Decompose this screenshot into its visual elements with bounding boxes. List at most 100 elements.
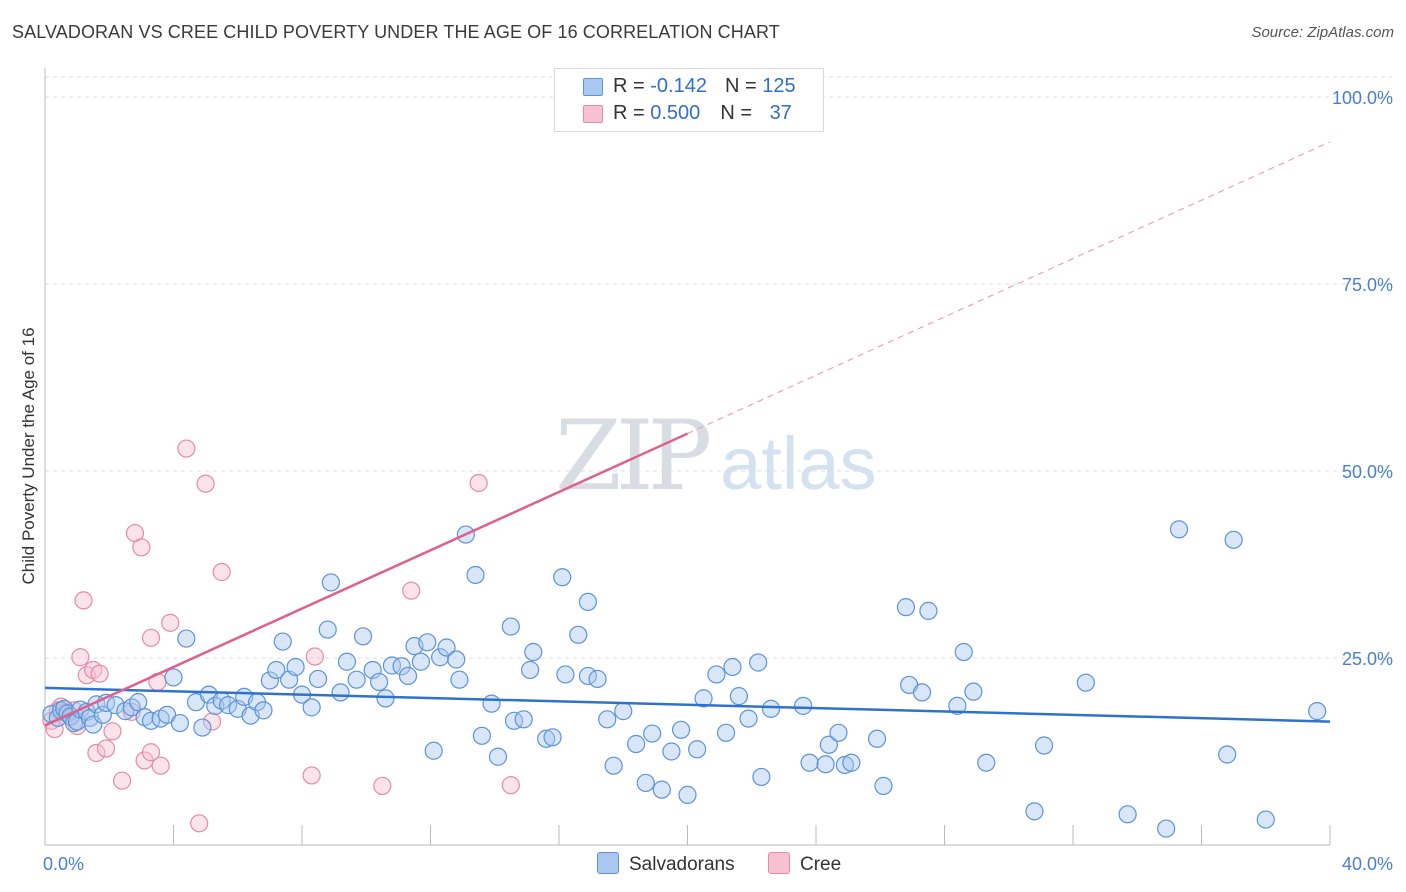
salvadoran-point	[524, 642, 543, 662]
salvadoran-point	[488, 747, 508, 766]
salvadoran-point	[867, 729, 887, 748]
salvadoran-point	[556, 665, 575, 684]
trend-lines	[44, 141, 1331, 727]
salvadoran-point	[954, 642, 973, 662]
salvadoran-point	[411, 652, 430, 671]
salvadorans-swatch	[583, 78, 603, 96]
cree-point	[305, 647, 324, 666]
salvadoran-point	[418, 633, 437, 652]
salvadoran-point	[431, 648, 450, 667]
salvadoran-point	[829, 723, 848, 742]
salvadoran-point	[331, 683, 350, 702]
n-label: N =	[724, 75, 763, 97]
cree-point	[190, 814, 209, 833]
cree-point	[90, 664, 109, 683]
cree-trend-extension	[687, 141, 1331, 435]
salvadoran-point	[482, 694, 501, 713]
salvadoran-point	[588, 669, 607, 689]
salvadoran-point	[1256, 810, 1275, 829]
salvadoran-point	[543, 728, 562, 747]
salvadoran-point	[302, 698, 321, 717]
salvadoran-point	[164, 668, 183, 687]
legend-item-cree[interactable]: Cree	[768, 852, 841, 876]
salvadoran-point	[842, 753, 861, 772]
salvadoran-point	[1218, 745, 1237, 764]
salvadoran-point	[267, 660, 286, 680]
salvadoran-point	[569, 625, 588, 644]
salvadoran-point	[170, 713, 190, 733]
salvadoran-point	[1169, 520, 1189, 539]
salvadoran-point	[598, 710, 617, 729]
salvadoran-point	[578, 592, 598, 612]
legend-item-salvadorans[interactable]: Salvadorans	[597, 852, 735, 876]
cree-point	[373, 776, 392, 796]
n-label: N =	[720, 102, 758, 124]
cree-point	[74, 591, 93, 610]
salvadoran-point	[157, 705, 177, 724]
y-tick-label: 100.0%	[1332, 88, 1393, 108]
salvadoran-point	[286, 657, 305, 677]
r-label: R =	[613, 75, 651, 97]
salvadoran-point	[398, 666, 418, 686]
salvadoran-point	[537, 729, 556, 748]
salvadoran-point	[337, 652, 357, 671]
salvadoran-point	[437, 638, 456, 657]
salvadoran-point	[260, 671, 279, 690]
salvadoran-point	[874, 776, 893, 796]
legend-cree-label: Cree	[800, 854, 842, 875]
salvadoran-point	[1025, 802, 1044, 821]
salvadoran-point	[652, 780, 671, 799]
legend-salvadorans-label: Salvadorans	[629, 854, 735, 875]
salvadoran-point	[447, 650, 466, 669]
salvadoran-point	[514, 710, 533, 729]
salvadoran-point	[466, 565, 485, 585]
salvadoran-point	[254, 701, 273, 720]
salvadoran-point	[739, 709, 758, 728]
y-tick-label: 50.0%	[1342, 462, 1393, 482]
salvadoran-point	[93, 705, 112, 724]
cree-point	[112, 771, 132, 790]
stats-box: R = -0.142 N = 125 R = 0.500 N = 37	[554, 68, 824, 132]
salvadoran-point	[678, 785, 697, 804]
cree-point	[212, 562, 231, 582]
y-tick-label: 25.0%	[1342, 649, 1393, 669]
salvadoran-point	[273, 632, 292, 651]
salvadoran-point	[716, 723, 736, 742]
salvadoran-point	[1157, 819, 1176, 838]
cree-point	[96, 739, 116, 758]
r-label: R =	[613, 102, 651, 124]
salvadoran-point	[604, 756, 623, 775]
salvadoran-point	[1118, 805, 1137, 824]
x-tick-label-right: 40.0%	[1342, 854, 1393, 874]
cree-point	[103, 722, 122, 741]
salvadoran-point	[707, 665, 726, 684]
salvadoran-point	[472, 726, 491, 745]
salvadoran-point	[392, 657, 411, 676]
y-tick-labels: 25.0% 50.0% 75.0% 100.0%	[1332, 88, 1393, 669]
legend-cree-swatch	[768, 852, 790, 874]
cree-point	[141, 743, 161, 762]
cree-point	[161, 613, 180, 632]
salvadoran-point	[819, 735, 838, 754]
salvadoran-point	[614, 702, 633, 721]
salvadoran-point	[671, 720, 691, 739]
salvadoran-point	[694, 689, 713, 708]
salvadoran-point	[1224, 530, 1243, 549]
salvadoran-point	[964, 682, 983, 701]
x-tick-label-left: 0.0%	[43, 854, 84, 874]
cree-swatch	[583, 105, 603, 123]
salvadorans-trend-line	[44, 686, 1331, 723]
salvadoran-point	[193, 718, 212, 737]
salvadoran-points	[42, 520, 1327, 838]
salvadoran-point	[643, 724, 662, 743]
salvadoran-point	[729, 687, 749, 706]
n-value-cree: 37	[769, 102, 792, 124]
salvadoran-point	[794, 696, 813, 715]
cree-point	[87, 743, 106, 763]
salvadoran-point	[1308, 702, 1327, 721]
legend-salvadorans-swatch	[597, 852, 619, 874]
salvadoran-point	[1034, 736, 1054, 755]
salvadoran-point	[129, 693, 148, 712]
salvadoran-point	[688, 740, 707, 759]
